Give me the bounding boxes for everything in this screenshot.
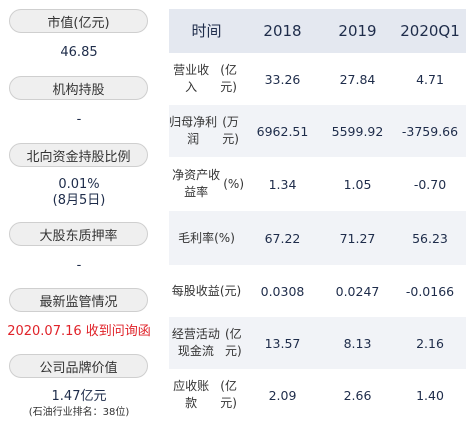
value-2018: 6962.51 — [256, 123, 309, 139]
value-2020q1: 4.71 — [416, 71, 444, 87]
table-row: 归母净利润 (万元) 6962.51 5599.92 -3759.66 — [169, 105, 466, 157]
value-2018: 2.09 — [268, 387, 297, 403]
value-2020q1: -0.0166 — [405, 283, 455, 299]
value-2018: 33.26 — [264, 71, 301, 87]
value-2019: 1.05 — [343, 176, 372, 192]
northbound-ratio-date: (8月5日) — [52, 193, 106, 208]
institutional-holdings-value: - — [76, 112, 82, 127]
metric-label: 归母净利润 (万元) — [169, 115, 239, 146]
header-2019: 2019 — [338, 21, 377, 40]
northbound-ratio-value: 0.01% — [58, 177, 100, 192]
brand-value-value: 1.47亿元 — [51, 389, 107, 404]
metric-label: 应收账款 (亿元) — [173, 379, 237, 410]
table-header-row: 时间 2018 2019 2020Q1 — [169, 9, 466, 53]
left-panel: 市值(亿元) 46.85 机构持股 - 北向资金持股比例 0.01% (8月5日… — [0, 0, 158, 428]
market-cap-label: 市值(亿元) — [9, 9, 148, 33]
metric-label: 净资产收益率 (%) — [172, 168, 244, 199]
table-row: 毛利率 (%) 67.22 71.27 56.23 — [169, 211, 466, 265]
regulatory-status-value: 2020.07.16 收到问询函 — [7, 324, 151, 339]
table-row: 经营活动现金流 (亿元) 13.57 8.13 2.16 — [169, 317, 466, 369]
value-2019: 8.13 — [343, 335, 372, 351]
metric-label: 每股收益 (元) — [171, 283, 242, 298]
metric-label: 经营活动现金流 (亿元) — [171, 327, 242, 358]
value-2020q1: 1.40 — [416, 387, 444, 403]
value-2020q1: -3759.66 — [401, 123, 459, 139]
financial-table: 时间 2018 2019 2020Q1 营业收入 (亿元) 33.26 27.84… — [169, 9, 466, 421]
northbound-ratio-label: 北向资金持股比例 — [9, 143, 148, 167]
pledge-rate-label: 大股东质押率 — [9, 222, 148, 246]
value-2019: 0.0247 — [335, 283, 380, 299]
header-2018: 2018 — [263, 21, 302, 40]
brand-value-label: 公司品牌价值 — [9, 354, 148, 378]
metric-label: 毛利率 (%) — [178, 230, 235, 245]
regulatory-status-label: 最新监管情况 — [9, 288, 148, 312]
value-2020q1: 2.16 — [416, 335, 444, 351]
value-2018: 0.0308 — [260, 283, 305, 299]
pledge-rate-value: - — [76, 258, 82, 273]
header-period: 时间 — [191, 21, 222, 40]
value-2019: 2.66 — [343, 387, 372, 403]
institutional-holdings-label: 机构持股 — [9, 76, 148, 100]
value-2018: 67.22 — [264, 230, 301, 246]
table-row: 净资产收益率 (%) 1.34 1.05 -0.70 — [169, 157, 466, 211]
table-row: 营业收入 (亿元) 33.26 27.84 4.71 — [169, 53, 466, 105]
value-2019: 71.27 — [339, 230, 376, 246]
market-cap-value: 46.85 — [60, 45, 98, 60]
header-2020q1: 2020Q1 — [400, 21, 460, 40]
metric-label: 营业收入 (亿元) — [173, 63, 237, 94]
table-row: 每股收益 (元) 0.0308 0.0247 -0.0166 — [169, 265, 466, 317]
value-2020q1: -0.70 — [413, 176, 447, 192]
brand-value-rank: (石油行业排名：38位) — [28, 407, 130, 418]
value-2019: 5599.92 — [331, 123, 384, 139]
value-2018: 13.57 — [264, 335, 301, 351]
value-2019: 27.84 — [339, 71, 376, 87]
value-2020q1: 56.23 — [412, 230, 448, 246]
value-2018: 1.34 — [268, 176, 297, 192]
table-row: 应收账款 (亿元) 2.09 2.66 1.40 — [169, 369, 466, 421]
